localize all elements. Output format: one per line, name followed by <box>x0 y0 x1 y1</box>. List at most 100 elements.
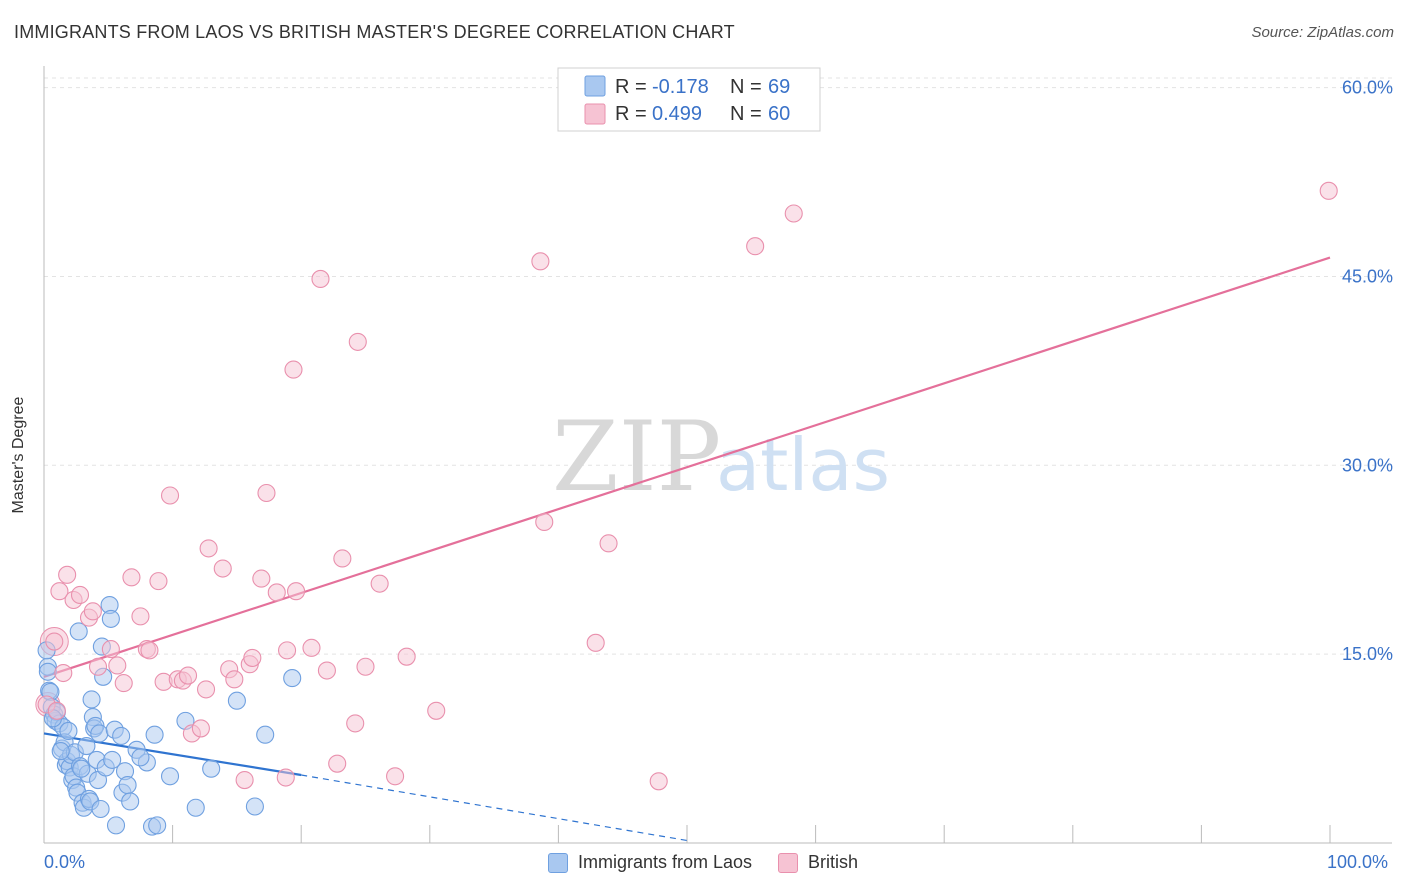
laos-point <box>103 750 122 769</box>
british-point <box>213 559 232 578</box>
axes <box>43 66 1392 844</box>
laos-point <box>90 724 109 743</box>
laos-point <box>121 792 140 811</box>
source-note: Source: ZipAtlas.com <box>1251 24 1394 41</box>
legend-n-label-1: N = <box>730 76 762 98</box>
british-point <box>328 754 347 773</box>
british-point <box>1319 181 1338 200</box>
watermark: ZIP atlas <box>552 401 890 513</box>
british-point <box>235 770 254 790</box>
british-point <box>225 670 244 689</box>
laos-point <box>227 691 246 710</box>
laos-point <box>131 748 150 767</box>
laos-point <box>91 799 110 819</box>
british-point <box>140 641 159 660</box>
laos-point <box>101 609 120 628</box>
british-point <box>88 657 108 676</box>
british-point <box>160 486 180 505</box>
british-point <box>276 768 295 787</box>
legend-n-value-1: 69 <box>768 76 790 98</box>
british-point <box>586 633 605 652</box>
british-point <box>58 565 77 584</box>
series-swatch-british <box>778 852 799 873</box>
british-point <box>114 674 133 693</box>
laos-point <box>38 662 57 681</box>
british-point <box>784 204 803 223</box>
legend-r-label-2: R = <box>615 103 647 125</box>
series-legend-item-laos[interactable]: Immigrants from Laos <box>547 852 753 873</box>
laos-point <box>106 816 126 835</box>
laos-point <box>72 759 91 778</box>
watermark-atlas: atlas <box>716 423 890 507</box>
british-point <box>427 701 446 720</box>
laos-point <box>245 797 264 816</box>
british-point <box>267 583 286 602</box>
laos-point <box>160 767 180 786</box>
british-point <box>370 574 389 593</box>
laos-point <box>112 726 131 746</box>
laos-point <box>59 721 78 740</box>
trend-line-1 <box>43 256 1331 678</box>
british-point <box>531 252 550 271</box>
legend-r-value-1: -0.178 <box>652 76 709 98</box>
y-tick-label: 15.0% <box>1342 644 1393 664</box>
laos-point <box>118 776 137 795</box>
british-point <box>83 602 102 621</box>
legend-r-value-2: 0.499 <box>652 103 702 125</box>
british-point <box>191 719 210 738</box>
gridlines <box>44 77 1392 655</box>
british-point <box>356 657 375 676</box>
british-point <box>199 539 218 558</box>
series-legend-item-british[interactable]: British <box>778 852 858 873</box>
legend-swatch-laos <box>584 75 606 97</box>
british-point <box>302 638 321 657</box>
british-point <box>535 512 554 532</box>
british-point <box>47 701 66 720</box>
british-point <box>70 585 90 605</box>
laos-point <box>69 622 88 641</box>
british-point <box>243 648 262 667</box>
british-point <box>284 360 303 379</box>
british-point <box>122 568 141 587</box>
x-tick-label-min: 0.0% <box>44 852 86 872</box>
british-point <box>333 549 352 568</box>
british-point <box>108 656 127 675</box>
legend-n-label-2: N = <box>730 103 762 125</box>
british-point <box>196 680 216 699</box>
legend-n-value-2: 60 <box>768 103 790 125</box>
laos-point <box>283 669 302 688</box>
british-point <box>101 640 120 659</box>
series-label-laos: Immigrants from Laos <box>577 852 753 872</box>
british-point <box>278 641 297 660</box>
british-point <box>45 632 64 651</box>
x-tick-label-max: 100.0% <box>1327 852 1389 872</box>
british-point <box>54 663 73 683</box>
chart-title: IMMIGRANTS FROM LAOS VS BRITISH MASTER'S… <box>14 22 735 42</box>
british-point <box>348 332 367 351</box>
series-swatch-laos <box>547 852 568 873</box>
british-point <box>317 661 336 680</box>
legend-r-label-1: R = <box>615 76 647 98</box>
british-point <box>178 666 198 685</box>
laos-point <box>77 737 96 756</box>
british-point <box>257 483 276 503</box>
laos-point <box>186 798 205 817</box>
british-point <box>131 607 150 626</box>
british-point <box>599 534 618 553</box>
british-point <box>252 569 271 588</box>
trend-lines <box>43 256 1331 842</box>
laos-point <box>148 816 167 835</box>
series-legend: Immigrants from Laos British <box>0 852 1406 873</box>
british-point <box>149 572 168 591</box>
y-tick-label: 60.0% <box>1342 78 1393 98</box>
series-label-british: British <box>808 852 859 872</box>
british-point <box>397 647 416 666</box>
watermark-zip: ZIP <box>552 401 721 513</box>
british-point <box>311 269 330 289</box>
british-point <box>346 714 365 733</box>
british-point <box>746 237 765 256</box>
british-point <box>287 582 306 601</box>
legend-swatch-british <box>584 103 606 125</box>
laos-point <box>51 742 70 761</box>
